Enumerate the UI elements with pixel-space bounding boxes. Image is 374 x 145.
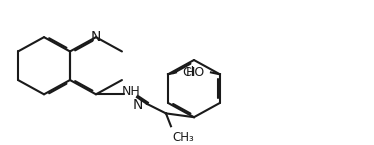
Text: CH₃: CH₃: [172, 130, 194, 144]
Text: NH: NH: [122, 85, 140, 98]
Text: N: N: [133, 98, 143, 112]
Text: N: N: [91, 30, 101, 44]
Text: Cl: Cl: [182, 66, 194, 79]
Text: HO: HO: [186, 66, 205, 79]
